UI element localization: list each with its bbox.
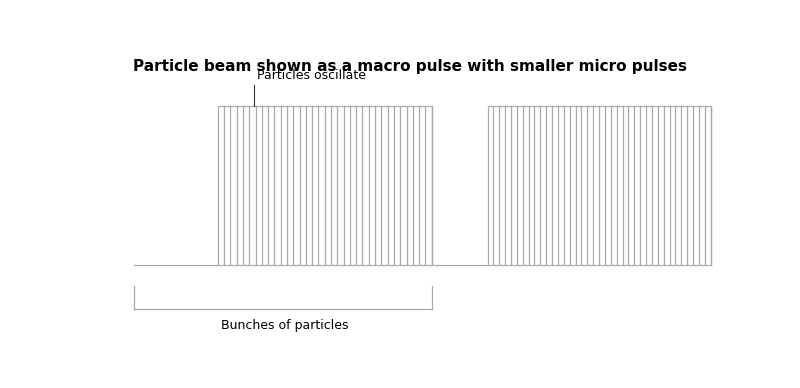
Text: Particle beam shown as a macro pulse with smaller micro pulses: Particle beam shown as a macro pulse wit…	[133, 59, 687, 73]
Text: Particles oscillate: Particles oscillate	[257, 69, 366, 82]
Text: Bunches of particles: Bunches of particles	[221, 319, 349, 333]
